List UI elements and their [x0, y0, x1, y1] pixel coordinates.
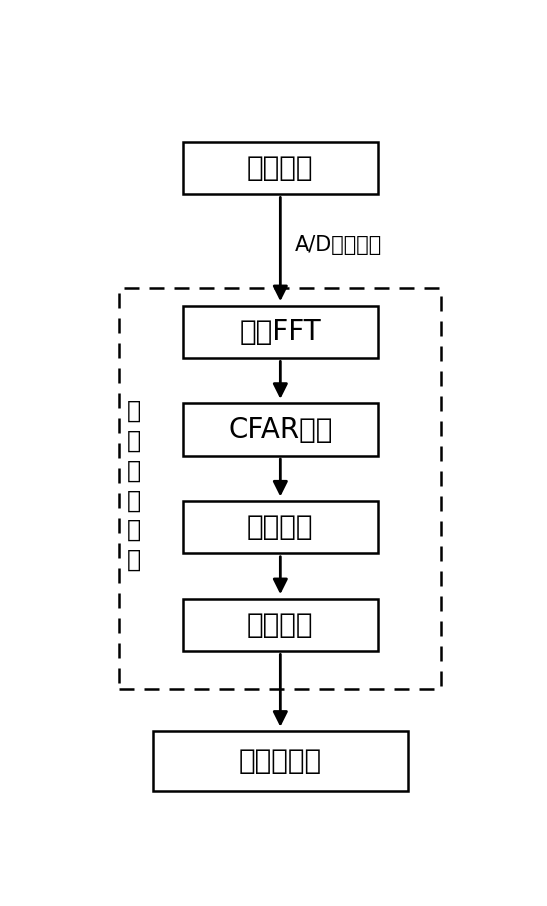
Bar — [183, 599, 378, 651]
Bar — [183, 142, 378, 194]
Bar — [183, 306, 378, 358]
Text: 二维FFT: 二维FFT — [240, 318, 321, 346]
Text: A/D采样数据: A/D采样数据 — [295, 235, 382, 255]
Text: 目标决策器: 目标决策器 — [239, 747, 322, 775]
Bar — [119, 288, 441, 689]
Text: 特征提取: 特征提取 — [247, 611, 313, 639]
Text: 稀疏重构: 稀疏重构 — [247, 514, 313, 541]
Bar — [153, 731, 408, 791]
Bar — [183, 501, 378, 554]
Text: 算
法
处
理
模
块: 算 法 处 理 模 块 — [127, 400, 141, 572]
Text: 雷达设备: 雷达设备 — [247, 154, 313, 182]
Bar — [183, 403, 378, 456]
Text: CFAR检测: CFAR检测 — [228, 416, 333, 444]
